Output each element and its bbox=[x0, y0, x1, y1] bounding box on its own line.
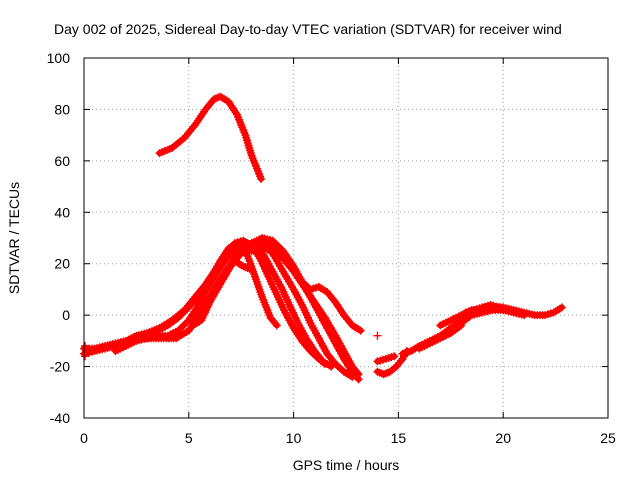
plot-frame bbox=[83, 57, 609, 419]
series-arc-high bbox=[155, 92, 266, 183]
y-tick-label: 80 bbox=[54, 101, 70, 117]
series-arc-h bbox=[218, 252, 244, 268]
chart-title: Day 002 of 2025, Sidereal Day-to-day VTE… bbox=[54, 21, 562, 37]
tick-labels: 0 5 10 15 20 25 -40 -20 0 20 40 60 80 100 bbox=[47, 50, 616, 446]
y-tick-label: 0 bbox=[62, 307, 70, 323]
x-tick-label: 0 bbox=[80, 430, 88, 446]
series-markers bbox=[415, 321, 466, 353]
x-tick-label: 20 bbox=[495, 430, 511, 446]
x-tick-label: 10 bbox=[286, 430, 302, 446]
data-point bbox=[373, 331, 382, 340]
series-arc-j bbox=[373, 352, 399, 366]
y-tick-label: 100 bbox=[47, 50, 71, 66]
x-axis-label: GPS time / hours bbox=[293, 457, 400, 473]
data-point bbox=[81, 342, 90, 350]
data-point bbox=[81, 352, 90, 361]
series-markers bbox=[373, 352, 399, 366]
y-tick-label: 20 bbox=[54, 256, 70, 272]
y-tick-label: 40 bbox=[54, 204, 70, 220]
y-axis-label: SDTVAR / TECUs bbox=[6, 182, 22, 294]
series-arc-o bbox=[461, 300, 512, 317]
y-tick-label: -20 bbox=[50, 359, 70, 375]
x-tick-label: 5 bbox=[185, 430, 193, 446]
series-arc-l bbox=[415, 321, 466, 353]
y-tick-label: 60 bbox=[54, 153, 70, 169]
series-arc-f bbox=[247, 244, 363, 379]
series-markers bbox=[218, 252, 244, 268]
x-tick-label: 15 bbox=[391, 430, 407, 446]
x-tick-label: 25 bbox=[600, 430, 616, 446]
series-markers bbox=[247, 244, 363, 379]
series-markers bbox=[461, 300, 512, 317]
series-arc-early bbox=[80, 239, 281, 358]
data-marks bbox=[80, 92, 566, 384]
axis-ticks bbox=[83, 57, 609, 419]
series-markers bbox=[155, 92, 266, 183]
y-tick-label: -40 bbox=[50, 410, 70, 426]
